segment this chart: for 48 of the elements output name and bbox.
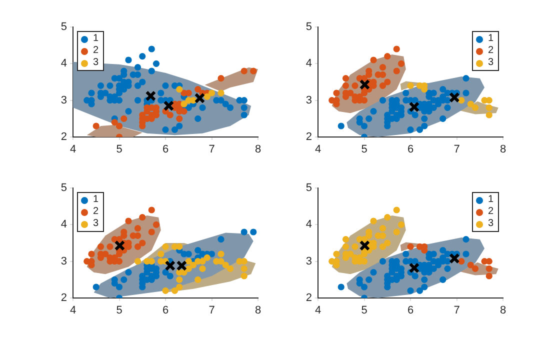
x-tick-label: 5 [361, 304, 368, 317]
x-tick-label: 7 [454, 304, 460, 317]
legend-label: 2 [93, 206, 99, 218]
legend-label: 2 [488, 206, 494, 218]
x-tick-label: 6 [162, 144, 169, 156]
y-tick-label: 4 [60, 58, 67, 70]
y-tick-label: 2 [60, 292, 67, 304]
legend-label: 3 [93, 57, 99, 69]
x-tick-label: 8 [254, 144, 262, 156]
legend-label: 1 [93, 194, 99, 206]
legend-label: 2 [93, 45, 99, 57]
x-tick-label: 5 [116, 304, 122, 317]
legend-label: 3 [488, 218, 494, 230]
legend-label: 2 [488, 45, 494, 57]
y-tick-label: 4 [306, 58, 312, 70]
y-tick-label: 4 [306, 218, 312, 231]
x-tick-label: 7 [454, 144, 460, 156]
x-tick-label: 6 [162, 304, 169, 317]
y-tick-label: 5 [306, 21, 312, 34]
y-tick-label: 2 [306, 292, 312, 304]
x-tick-label: 7 [208, 304, 215, 317]
x-tick-label: 8 [254, 304, 262, 317]
y-tick-label: 2 [306, 131, 312, 144]
x-tick-label: 4 [314, 144, 322, 156]
y-tick-label: 3 [60, 255, 67, 268]
y-tick-label: 2 [60, 131, 67, 144]
x-tick-label: 8 [500, 304, 506, 317]
y-tick-label: 5 [306, 182, 312, 194]
x-tick-label: 5 [116, 144, 122, 156]
legend-label: 1 [488, 194, 494, 206]
x-tick-label: 8 [500, 144, 506, 156]
x-tick-label: 4 [314, 304, 322, 317]
x-tick-label: 4 [70, 304, 76, 317]
x-tick-label: 6 [407, 144, 414, 156]
legend-label: 1 [488, 33, 494, 45]
y-tick-label: 5 [60, 182, 67, 194]
legend-label: 1 [93, 33, 99, 45]
x-tick-label: 7 [208, 144, 215, 156]
x-tick-label: 6 [407, 304, 414, 317]
x-tick-label: 5 [361, 144, 368, 156]
y-tick-label: 3 [306, 255, 312, 268]
legend-label: 3 [488, 57, 494, 69]
x-tick-label: 4 [70, 144, 76, 156]
y-tick-label: 3 [306, 94, 312, 106]
y-tick-label: 4 [60, 218, 67, 231]
y-tick-label: 3 [60, 94, 67, 106]
legend-label: 3 [93, 218, 99, 230]
y-tick-label: 5 [60, 21, 67, 34]
